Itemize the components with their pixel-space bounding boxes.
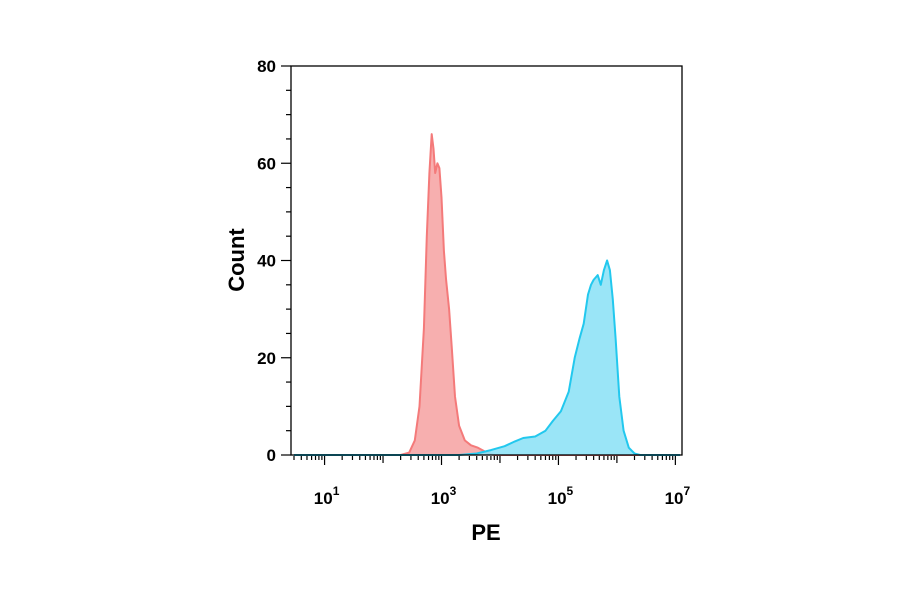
y-axis: 0 20 40 60 80 — [257, 57, 291, 465]
x-axis-title: PE — [471, 520, 500, 545]
series-2-line — [294, 259, 680, 456]
series-1-line — [294, 133, 680, 456]
series-1-area — [294, 134, 680, 455]
y-tick-label: 80 — [257, 57, 276, 76]
y-tick-label: 60 — [257, 154, 276, 173]
y-tick-label: 0 — [267, 446, 276, 465]
x-tick-label: 103 — [431, 484, 457, 508]
x-tick-label: 101 — [314, 484, 340, 508]
series-2-area — [294, 260, 680, 455]
x-axis: 101 103 105 107 — [293, 456, 691, 508]
plot-frame — [290, 65, 683, 456]
x-tick-label: 105 — [548, 484, 574, 508]
histogram-areas — [294, 133, 680, 456]
y-tick-label: 40 — [257, 252, 276, 271]
x-tick-label: 107 — [665, 484, 691, 508]
y-axis-title: Count — [224, 228, 249, 292]
y-tick-label: 20 — [257, 349, 276, 368]
